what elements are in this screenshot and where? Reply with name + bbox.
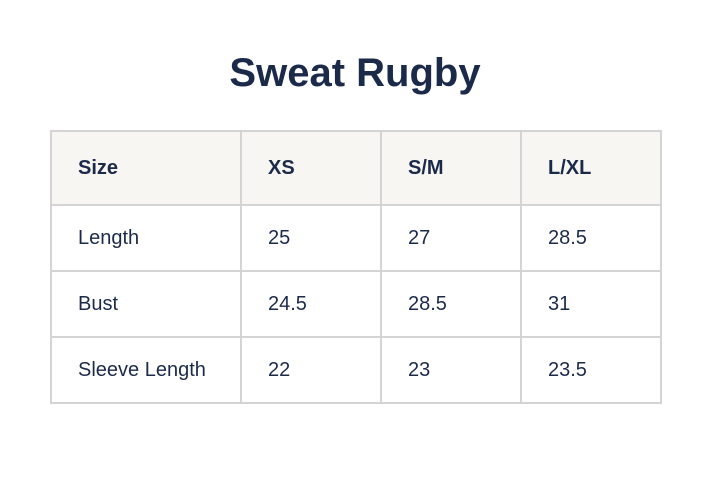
header-xs: XS xyxy=(240,130,382,206)
header-size: Size xyxy=(50,130,242,206)
table-header-row: Size XS S/M L/XL xyxy=(50,130,662,206)
table-cell: 24.5 xyxy=(240,270,382,338)
table-row: Sleeve Length 22 23 23.5 xyxy=(50,336,662,404)
table-cell: 28.5 xyxy=(380,270,522,338)
header-sm: S/M xyxy=(380,130,522,206)
table-row: Bust 24.5 28.5 31 xyxy=(50,270,662,338)
row-label-sleeve-length: Sleeve Length xyxy=(50,336,242,404)
table-cell: 25 xyxy=(240,204,382,272)
table-cell: 27 xyxy=(380,204,522,272)
table-cell: 23 xyxy=(380,336,522,404)
row-label-length: Length xyxy=(50,204,242,272)
table-row: Length 25 27 28.5 xyxy=(50,204,662,272)
size-chart-table: Size XS S/M L/XL Length 25 27 28.5 Bust … xyxy=(50,130,662,404)
table-cell: 23.5 xyxy=(520,336,662,404)
row-label-bust: Bust xyxy=(50,270,242,338)
table-cell: 31 xyxy=(520,270,662,338)
table-cell: 28.5 xyxy=(520,204,662,272)
header-lxl: L/XL xyxy=(520,130,662,206)
table-cell: 22 xyxy=(240,336,382,404)
page-title: Sweat Rugby xyxy=(229,51,481,95)
